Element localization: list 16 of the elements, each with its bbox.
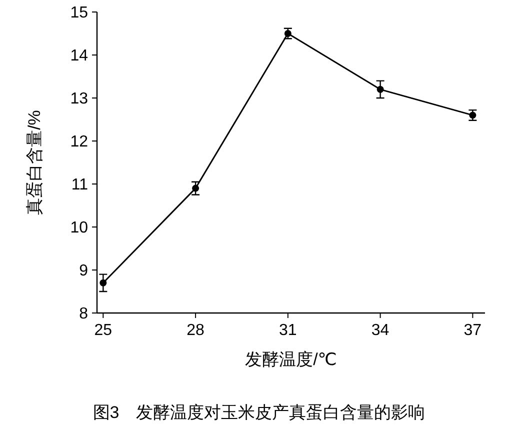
- x-tick-label: 28: [186, 322, 205, 339]
- y-tick-label: 10: [70, 220, 88, 237]
- y-tick-label: 11: [71, 176, 88, 194]
- y-tick-label: 13: [70, 90, 88, 108]
- y-tick-label: 12: [70, 134, 88, 151]
- x-tick-label: 34: [371, 322, 390, 339]
- x-tick-label: 37: [464, 322, 482, 339]
- x-tick-label: 31: [279, 322, 297, 339]
- y-tick-label: 9: [79, 262, 88, 280]
- y-tick-label: 8: [79, 306, 88, 323]
- y-tick-label: 15: [70, 4, 88, 22]
- x-axis-title: 发酵温度/℃: [245, 350, 337, 369]
- y-axis-title: 真蛋白含量/%: [25, 110, 44, 215]
- y-tick-label: 14: [70, 48, 88, 65]
- caption: 图3 发酵温度对玉米皮产真蛋白含量的影响: [92, 403, 426, 422]
- x-tick-label: 25: [94, 322, 112, 339]
